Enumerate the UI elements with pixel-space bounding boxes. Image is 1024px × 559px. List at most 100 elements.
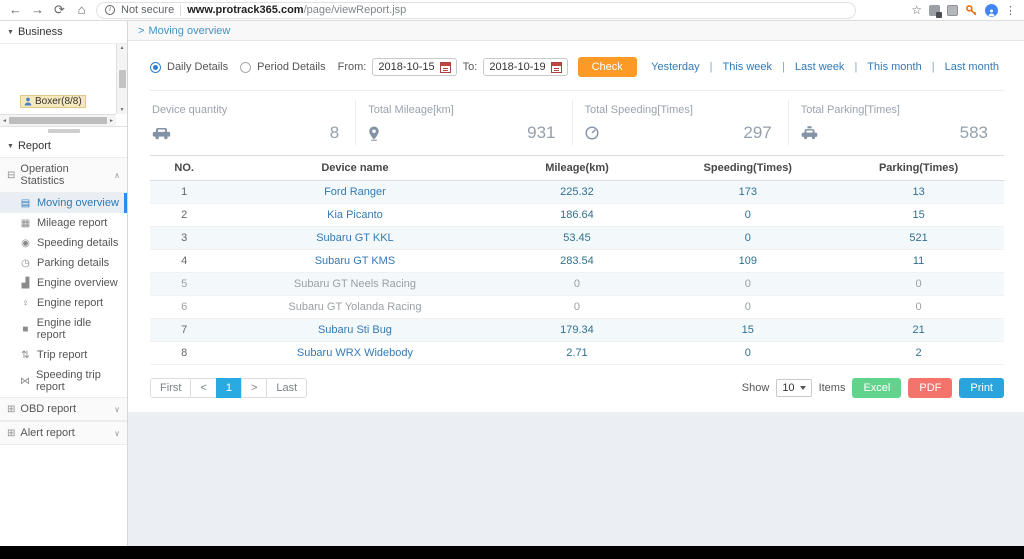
- page-1-button[interactable]: 1: [215, 378, 242, 398]
- chevron-down-icon: ▼: [7, 142, 14, 150]
- row-no: 2: [150, 203, 219, 227]
- horizontal-scroll-thumb[interactable]: [8, 117, 108, 124]
- back-icon[interactable]: ←: [9, 2, 22, 17]
- device-name-link[interactable]: Subaru Sti Bug: [218, 318, 492, 342]
- breadcrumb-label[interactable]: Moving overview: [148, 24, 231, 37]
- sidebar-item-moving-overview[interactable]: ▤ Moving overview: [0, 193, 127, 213]
- table-row: 7 Subaru Sti Bug 179.34 15 21: [150, 318, 1004, 342]
- quick-link-last-week[interactable]: Last week: [790, 61, 862, 73]
- sidebar-item-parking-details[interactable]: ◷ Parking details: [0, 253, 127, 273]
- mileage-value: 53.45: [491, 226, 663, 250]
- calendar-icon[interactable]: [439, 61, 451, 73]
- scroll-left-icon[interactable]: ◄: [2, 117, 7, 124]
- report-toolbar: Daily Details Period Details From: 2018-…: [150, 41, 1004, 91]
- route-icon: ⇅: [21, 349, 30, 361]
- row-no: 4: [150, 249, 219, 273]
- tree-vertical-scrollbar[interactable]: ▲ ▼: [116, 44, 127, 114]
- extension-icon[interactable]: [929, 4, 942, 18]
- parking-value: 11: [833, 249, 1004, 273]
- sidebar-item-engine-idle-report[interactable]: ■ Engine idle report: [0, 313, 127, 345]
- to-date-input[interactable]: 2018-10-19: [483, 58, 568, 76]
- bookmark-star-icon[interactable]: ☆: [911, 3, 922, 17]
- device-name-link[interactable]: Kia Picanto: [218, 203, 492, 227]
- expand-box-icon: ⊞: [7, 403, 16, 415]
- from-date-value: 2018-10-15: [378, 61, 435, 73]
- device-name-link[interactable]: Subaru WRX Widebody: [218, 341, 492, 365]
- parking-value: 521: [833, 226, 1004, 250]
- print-button[interactable]: Print: [959, 378, 1004, 398]
- total-mileage-card: Total Mileage[km] 931: [355, 100, 571, 145]
- sidebar-item-speeding-details[interactable]: ◉ Speeding details: [0, 233, 127, 253]
- scroll-right-icon[interactable]: ►: [109, 117, 114, 124]
- reload-icon[interactable]: ⟳: [54, 2, 65, 17]
- key-extension-icon[interactable]: [965, 4, 978, 17]
- pdf-button[interactable]: PDF: [908, 378, 953, 398]
- table-row: 4 Subaru GT KMS 283.54 109 11: [150, 249, 1004, 273]
- business-section-header[interactable]: ▼ Business: [0, 21, 127, 43]
- quick-link-yesterday[interactable]: Yesterday: [646, 61, 717, 73]
- chevron-down-icon: [799, 386, 806, 390]
- sidebar-item-label: Speeding trip report: [36, 369, 101, 393]
- report-section-header[interactable]: ▼ Report: [0, 135, 127, 157]
- operation-statistics-header[interactable]: ⊟ Operation Statistics ∧: [0, 157, 127, 193]
- sidebar-item-engine-overview[interactable]: ▟ Engine overview: [0, 273, 127, 293]
- excel-button[interactable]: Excel: [852, 378, 902, 398]
- url-host: www.protrack365.com: [187, 4, 304, 16]
- car-icon: [152, 127, 171, 139]
- device-name-link[interactable]: Subaru GT KMS: [218, 249, 492, 273]
- square-icon: ■: [22, 323, 29, 335]
- calendar-icon[interactable]: [550, 61, 562, 73]
- page-size-select[interactable]: 10: [776, 379, 812, 397]
- quick-link-this-week[interactable]: This week: [718, 61, 790, 73]
- table-row: 1 Ford Ranger 225.32 173 13: [150, 180, 1004, 204]
- daily-details-radio[interactable]: [150, 61, 161, 73]
- col-device-name: Device name: [218, 155, 492, 181]
- table-row: 8 Subaru WRX Widebody 2.71 0 2: [150, 341, 1004, 365]
- card-label: Device quantity: [152, 104, 228, 116]
- to-date-value: 2018-10-19: [489, 61, 546, 73]
- sidebar-item-engine-report[interactable]: ♀ Engine report: [0, 293, 127, 313]
- alert-report-header[interactable]: ⊞ Alert report ∨: [0, 421, 127, 445]
- page-info-icon[interactable]: i: [105, 5, 115, 15]
- tree-horizontal-scrollbar[interactable]: ◄ ►: [0, 114, 116, 126]
- browser-menu-icon[interactable]: ⋮: [1005, 4, 1016, 17]
- profile-avatar[interactable]: [985, 3, 998, 17]
- period-details-radio[interactable]: [240, 61, 252, 73]
- speeding-value: 0: [662, 226, 834, 250]
- report-content: Daily Details Period Details From: 2018-…: [128, 41, 1024, 412]
- quick-range-links: Yesterday This week Last week This month…: [646, 61, 1004, 73]
- omnibox-divider: [180, 4, 182, 16]
- last-page-button[interactable]: Last: [266, 378, 308, 398]
- obd-report-header[interactable]: ⊞ OBD report ∨: [0, 397, 127, 421]
- device-name-link[interactable]: Ford Ranger: [218, 180, 492, 204]
- next-page-button[interactable]: >: [240, 378, 268, 398]
- sidebar-item-speeding-trip-report[interactable]: ⋈ Speeding trip report: [0, 365, 127, 397]
- quick-link-this-month[interactable]: This month: [862, 61, 939, 73]
- check-button[interactable]: Check: [577, 57, 637, 77]
- total-parking-card: Total Parking[Times] 583: [787, 100, 1004, 145]
- tree-item-boxer[interactable]: Boxer(8/8): [20, 95, 86, 108]
- mileage-value: 283.54: [491, 249, 663, 273]
- first-page-button[interactable]: First: [150, 378, 192, 398]
- app-window: ▼ Business Boxer(8/8) ▲ ▼ ◄ ► ▼ Report: [0, 21, 1024, 546]
- speeding-value: 0: [662, 203, 834, 227]
- scroll-up-icon[interactable]: ▲: [119, 45, 125, 51]
- sidebar-item-label: Speeding details: [37, 237, 119, 249]
- forward-icon[interactable]: →: [31, 2, 44, 17]
- from-date-input[interactable]: 2018-10-15: [372, 58, 457, 76]
- row-no: 7: [150, 318, 219, 342]
- scroll-down-icon[interactable]: ▼: [119, 107, 125, 113]
- expand-box-icon: ⊞: [7, 427, 16, 439]
- vertical-scroll-thumb[interactable]: [118, 70, 126, 88]
- address-bar[interactable]: i Not secure www.protrack365.com/page/vi…: [96, 1, 856, 19]
- quick-link-last-month[interactable]: Last month: [944, 61, 999, 73]
- sidebar-item-trip-report[interactable]: ⇅ Trip report: [0, 345, 127, 365]
- device-name-link[interactable]: Subaru GT KKL: [218, 226, 492, 250]
- sidebar-item-label: Parking details: [37, 257, 110, 269]
- sidebar-item-label: Mileage report: [37, 217, 108, 229]
- panel-resize-handle[interactable]: [47, 129, 80, 133]
- sidebar-item-mileage-report[interactable]: ▦ Mileage report: [0, 213, 127, 233]
- home-icon[interactable]: ⌂: [77, 2, 86, 17]
- prev-page-button[interactable]: <: [190, 378, 217, 398]
- extension-icon-2[interactable]: [947, 4, 958, 16]
